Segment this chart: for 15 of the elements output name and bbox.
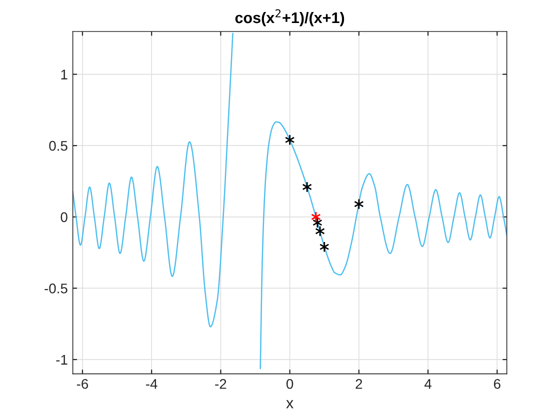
- y-tick-label: 1: [61, 70, 68, 80]
- x-tick-label: -4: [146, 379, 158, 389]
- x-tick-label: 0: [286, 379, 294, 389]
- x-tick-label: -6: [76, 379, 88, 389]
- y-tick-label: 0.5: [49, 140, 68, 151]
- point: [311, 211, 321, 222]
- chart-title: cos(x$^{2}$+1)/(x+1): [235, 9, 344, 26]
- x-tick-label: 2: [356, 379, 362, 389]
- y-tick-label: -0.5: [44, 284, 68, 294]
- x-axis-title: x: [286, 400, 294, 408]
- x-tick-label: 4: [424, 379, 432, 389]
- x-tick-label: 6: [494, 379, 500, 389]
- y-tick-label: 0: [60, 212, 68, 222]
- y-tick-label: -1: [56, 355, 68, 365]
- x-tick-label: -2: [215, 379, 226, 389]
